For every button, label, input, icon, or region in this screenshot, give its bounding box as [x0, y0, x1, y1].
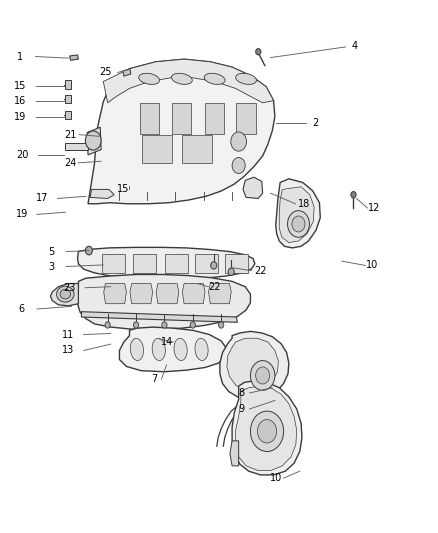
Polygon shape	[220, 332, 289, 399]
Text: 15: 15	[117, 184, 129, 195]
Text: 22: 22	[208, 282, 221, 292]
Text: 13: 13	[62, 345, 74, 356]
Circle shape	[228, 268, 234, 276]
Text: 9: 9	[239, 404, 245, 414]
Circle shape	[232, 158, 245, 173]
Polygon shape	[225, 254, 248, 273]
Polygon shape	[90, 189, 114, 198]
Polygon shape	[134, 254, 156, 273]
Text: 12: 12	[368, 203, 380, 213]
Ellipse shape	[174, 338, 187, 360]
Text: 25: 25	[99, 68, 112, 77]
Text: 2: 2	[312, 118, 318, 128]
Polygon shape	[182, 284, 205, 304]
Polygon shape	[50, 284, 78, 306]
Circle shape	[134, 322, 139, 328]
Polygon shape	[120, 327, 227, 372]
Circle shape	[351, 191, 356, 198]
Text: 11: 11	[62, 329, 74, 340]
Polygon shape	[65, 143, 88, 150]
Text: 21: 21	[64, 130, 77, 140]
Text: 19: 19	[14, 111, 26, 122]
Circle shape	[288, 211, 309, 237]
Circle shape	[231, 132, 247, 151]
Text: 10: 10	[270, 473, 282, 483]
Polygon shape	[130, 284, 152, 304]
Text: 23: 23	[64, 283, 76, 293]
Ellipse shape	[60, 289, 71, 299]
Polygon shape	[87, 127, 101, 155]
Text: 18: 18	[298, 199, 310, 209]
Polygon shape	[237, 103, 256, 134]
Circle shape	[258, 419, 277, 443]
Text: 15: 15	[14, 81, 27, 91]
Polygon shape	[65, 80, 71, 89]
Polygon shape	[102, 254, 125, 273]
Polygon shape	[232, 381, 302, 475]
Polygon shape	[104, 284, 127, 304]
Circle shape	[251, 411, 284, 451]
Circle shape	[211, 262, 217, 269]
Ellipse shape	[195, 338, 208, 360]
Ellipse shape	[139, 73, 159, 84]
Ellipse shape	[152, 338, 166, 360]
Polygon shape	[227, 338, 279, 390]
Polygon shape	[103, 59, 274, 103]
Polygon shape	[205, 103, 224, 134]
Circle shape	[251, 361, 275, 390]
Text: 19: 19	[15, 209, 28, 220]
Circle shape	[256, 49, 261, 55]
Polygon shape	[65, 95, 71, 103]
Polygon shape	[230, 441, 239, 466]
Circle shape	[292, 216, 305, 232]
Polygon shape	[156, 284, 179, 304]
Polygon shape	[279, 187, 314, 243]
Text: 4: 4	[351, 41, 357, 51]
Polygon shape	[195, 254, 218, 273]
Polygon shape	[172, 103, 191, 134]
Polygon shape	[165, 254, 187, 273]
Ellipse shape	[204, 73, 225, 84]
Circle shape	[190, 322, 195, 328]
Circle shape	[256, 367, 270, 384]
Polygon shape	[140, 103, 159, 134]
Circle shape	[219, 322, 224, 328]
Text: 24: 24	[64, 158, 77, 168]
Text: 1: 1	[17, 52, 23, 61]
Circle shape	[85, 246, 92, 255]
Polygon shape	[88, 59, 275, 204]
Circle shape	[85, 131, 101, 150]
Circle shape	[105, 322, 110, 328]
Polygon shape	[236, 386, 297, 471]
Text: 17: 17	[36, 193, 48, 204]
Text: 5: 5	[48, 247, 54, 256]
Polygon shape	[243, 177, 263, 198]
Polygon shape	[208, 284, 231, 304]
Polygon shape	[78, 274, 251, 329]
Text: 7: 7	[151, 374, 158, 384]
Text: 10: 10	[366, 261, 378, 270]
Text: 6: 6	[18, 304, 25, 314]
Polygon shape	[70, 55, 78, 60]
Polygon shape	[78, 247, 255, 279]
Text: 16: 16	[14, 95, 26, 106]
Polygon shape	[276, 179, 320, 248]
Ellipse shape	[172, 73, 192, 84]
Polygon shape	[123, 69, 131, 76]
Polygon shape	[182, 135, 212, 163]
Text: 14: 14	[160, 337, 173, 347]
Polygon shape	[65, 111, 71, 119]
Polygon shape	[142, 135, 172, 163]
Ellipse shape	[131, 338, 144, 360]
Text: 22: 22	[254, 266, 267, 276]
Text: 3: 3	[48, 262, 54, 271]
Polygon shape	[81, 312, 237, 322]
Ellipse shape	[57, 286, 74, 302]
Ellipse shape	[236, 73, 257, 84]
Text: 8: 8	[239, 388, 245, 398]
Circle shape	[162, 322, 167, 328]
Text: 20: 20	[16, 150, 29, 160]
